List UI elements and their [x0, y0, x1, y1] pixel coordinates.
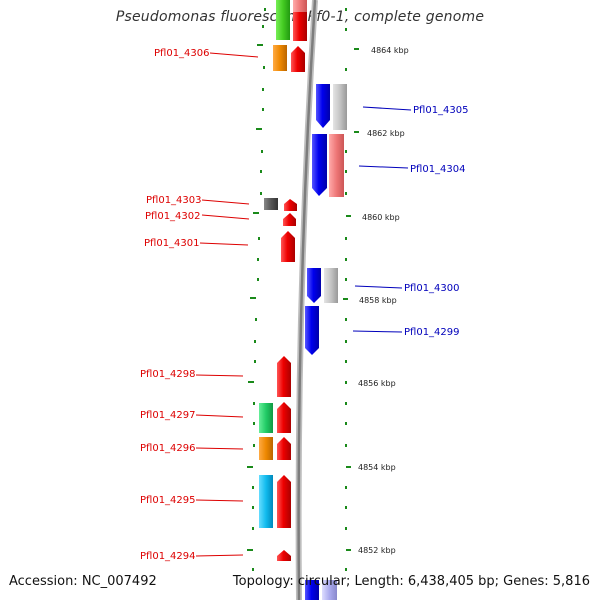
gene-label[interactable]: Pfl01_4297: [140, 410, 196, 421]
kbp-label: 4860 kbp: [362, 213, 400, 222]
gene-feature-orange[interactable]: [273, 45, 287, 71]
gene-feature-blue[interactable]: [312, 134, 327, 196]
right-gene-labels: Pfl01_4305 Pfl01_4304 Pfl01_4300 Pfl01_4…: [352, 105, 469, 338]
gene-label[interactable]: Pfl01_4296: [140, 443, 196, 454]
gene-feature-red[interactable]: [293, 12, 307, 41]
gene-feature-gray[interactable]: [333, 84, 347, 130]
kbp-label: 4864 kbp: [371, 46, 409, 55]
gene-feature-dark[interactable]: [264, 198, 278, 210]
gene-feature-blue[interactable]: [316, 84, 330, 128]
genome-backbone-core: [297, 0, 317, 600]
accession-text: Accession: NC_007492: [9, 574, 157, 589]
left-gene-labels: Pfl01_4306 Pfl01_4303 Pfl01_4302 Pfl01_4…: [140, 48, 259, 562]
gene-feature-red[interactable]: [291, 46, 305, 72]
kbp-label: 4862 kbp: [367, 129, 405, 138]
gene-feature-red[interactable]: [284, 199, 297, 211]
gene-label[interactable]: Pfl01_4295: [140, 495, 196, 506]
gene-feature-blue[interactable]: [307, 268, 321, 303]
gene-feature-red[interactable]: [281, 231, 295, 262]
kbp-label: 4852 kbp: [358, 546, 396, 555]
gene-feature-orange[interactable]: [259, 437, 273, 460]
gene-feature-lavender[interactable]: [322, 580, 337, 600]
gene-feature-blue[interactable]: [305, 306, 319, 355]
gene-feature-green[interactable]: [276, 0, 290, 11]
gene-label[interactable]: Pfl01_4301: [144, 238, 200, 249]
gene-label[interactable]: Pfl01_4305: [413, 105, 469, 116]
gene-feature-green[interactable]: [259, 403, 273, 433]
gene-label[interactable]: Pfl01_4304: [410, 164, 466, 175]
gene-feature-cyan[interactable]: [259, 475, 273, 528]
gene-label[interactable]: Pfl01_4299: [404, 327, 460, 338]
gene-feature-pink[interactable]: [329, 134, 344, 197]
inner-tick-ring: [247, 8, 266, 571]
kbp-label: 4858 kbp: [359, 296, 397, 305]
gene-feature-red[interactable]: [277, 475, 291, 528]
gene-feature-red[interactable]: [277, 437, 291, 460]
gene-feature-gray[interactable]: [324, 268, 338, 303]
gene-feature-green[interactable]: [276, 11, 290, 40]
gene-label[interactable]: Pfl01_4306: [154, 48, 210, 59]
gene-label[interactable]: Pfl01_4294: [140, 551, 196, 562]
gene-feature-red[interactable]: [293, 0, 307, 12]
gene-feature-red[interactable]: [277, 550, 291, 561]
gene-label[interactable]: Pfl01_4298: [140, 369, 196, 380]
kbp-label: 4856 kbp: [358, 379, 396, 388]
kbp-label: 4854 kbp: [358, 463, 396, 472]
gene-label[interactable]: Pfl01_4300: [404, 283, 460, 294]
gene-feature-red[interactable]: [277, 402, 291, 433]
gene-label[interactable]: Pfl01_4303: [146, 195, 202, 206]
gene-feature-red[interactable]: [277, 356, 291, 397]
gene-feature-red[interactable]: [283, 213, 296, 226]
gene-feature-blue[interactable]: [305, 580, 319, 600]
gene-label[interactable]: Pfl01_4302: [145, 211, 201, 222]
genome-summary-text: Topology: circular; Length: 6,438,405 bp…: [232, 574, 590, 589]
